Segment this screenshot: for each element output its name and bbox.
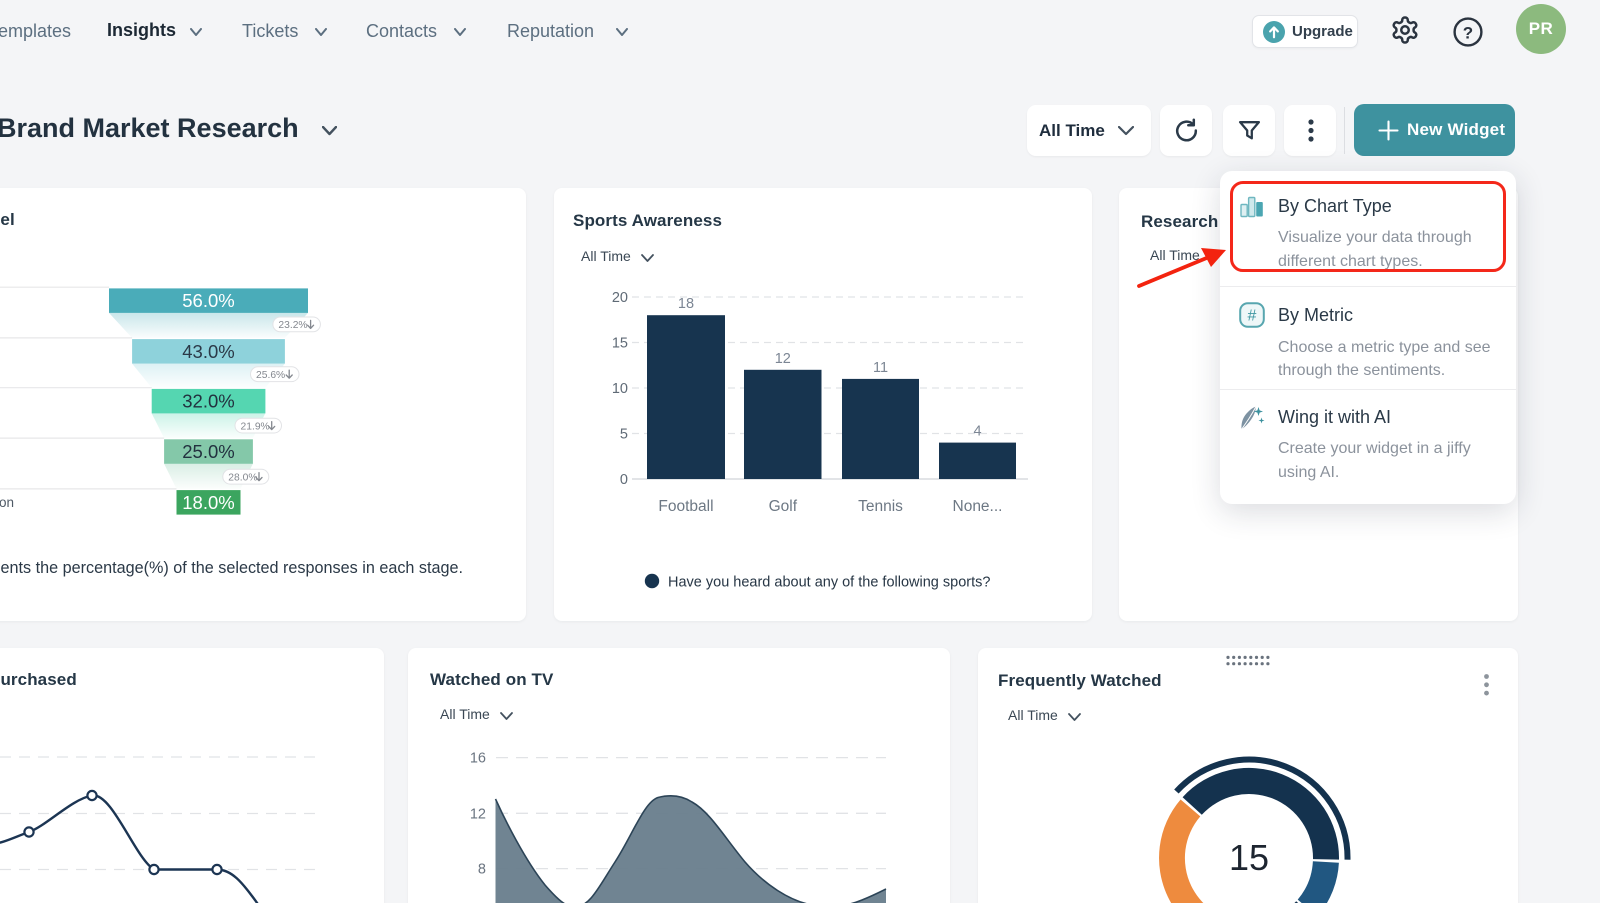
svg-text:?: ? xyxy=(1463,24,1473,43)
svg-text:#: # xyxy=(1248,308,1257,325)
